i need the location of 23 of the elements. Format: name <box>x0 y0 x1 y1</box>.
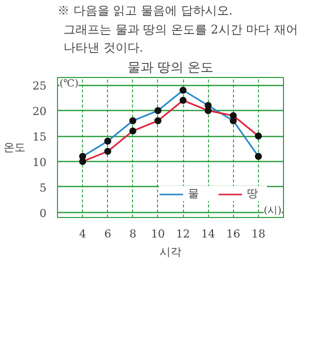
legend-label: 땅 <box>247 186 259 201</box>
x-tick-label: 12 <box>176 228 190 240</box>
x-tick-label: 6 <box>104 228 112 240</box>
x-tick-label: 8 <box>129 228 136 240</box>
chart-title: 물과 땅의 온도 <box>127 60 214 76</box>
y-tick-label: 20 <box>32 105 47 118</box>
x-tick-label: 10 <box>150 228 165 240</box>
annotation: (시) <box>264 206 282 216</box>
y-axis-title: 온도 <box>4 141 26 154</box>
annotation: (℃) <box>60 78 79 90</box>
y-tick-label: 15 <box>32 130 47 144</box>
y-tick-label: 25 <box>32 80 47 93</box>
x-tick-label: 4 <box>79 228 86 240</box>
x-tick-label: 16 <box>226 228 240 240</box>
chart-subtitle: 그래프는 물과 땅의 온도를 2시간 마다 재어 나타낸 것이다. <box>64 22 298 54</box>
x-tick-label: 14 <box>201 228 216 240</box>
y-tick-label: 5 <box>40 181 46 194</box>
legend-label: 물 <box>188 186 200 201</box>
text: ※ 다음을 읽고 물음에 답하시오. <box>58 4 233 18</box>
x-axis-title: 시각 <box>160 246 182 258</box>
x-tick-label: 18 <box>251 228 266 240</box>
y-tick-label: 10 <box>32 156 47 169</box>
y-tick-label: 0 <box>40 206 46 220</box>
